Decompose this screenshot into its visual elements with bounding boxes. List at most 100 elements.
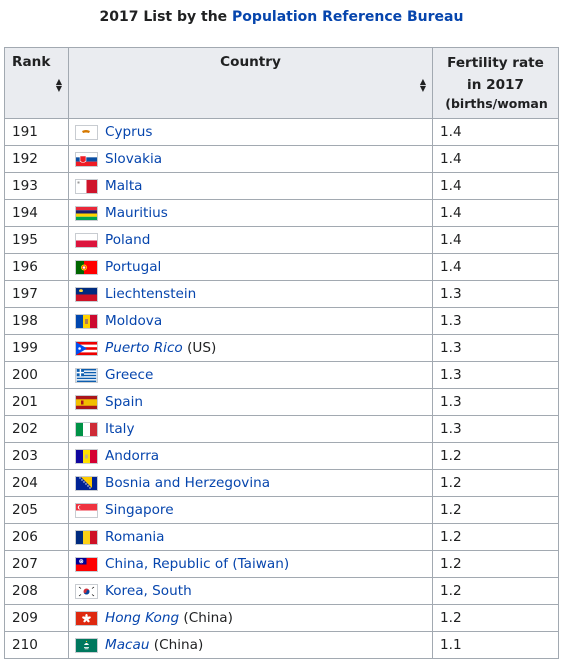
country-link[interactable]: Italy	[105, 421, 135, 437]
country-link[interactable]: Portugal	[105, 259, 162, 275]
italy-flag-icon[interactable]	[75, 421, 98, 437]
fertility-header-line1: Fertility rate	[447, 55, 544, 71]
fertility-rate-cell: 1.2	[432, 550, 559, 578]
country-cell: Portugal	[68, 253, 433, 281]
rank-cell: 210	[4, 631, 69, 659]
country-cell: Spain	[68, 388, 433, 416]
sort-icon[interactable]: ▲ ▼	[419, 77, 426, 93]
country-link[interactable]: Singapore	[105, 502, 174, 518]
spain-flag-icon[interactable]	[75, 394, 98, 410]
country-column-header[interactable]: Country ▲ ▼	[68, 47, 433, 119]
country-link[interactable]: Cyprus	[105, 124, 153, 140]
table-row: 196 Portugal 1.4	[4, 253, 559, 281]
puerto-rico-flag-icon[interactable]	[75, 340, 98, 356]
taiwan-flag-icon[interactable]	[75, 556, 98, 572]
fertility-header-label: Fertility rate in 2017 (births/woman	[433, 48, 558, 112]
rank-cell: 195	[4, 226, 69, 254]
rank-cell: 191	[4, 118, 69, 146]
poland-flag-icon[interactable]	[75, 232, 98, 248]
country-link[interactable]: Hong Kong	[105, 610, 180, 626]
table-row: 200 Greece 1.3	[4, 361, 559, 389]
fertility-header-line2: in 2017	[467, 77, 524, 93]
country-link[interactable]: Andorra	[105, 448, 160, 464]
country-cell: Singapore	[68, 496, 433, 524]
fertility-rate-cell: 1.4	[432, 145, 559, 173]
portugal-flag-icon[interactable]	[75, 259, 98, 275]
rank-cell: 205	[4, 496, 69, 524]
rank-cell: 201	[4, 388, 69, 416]
moldova-flag-icon[interactable]	[75, 313, 98, 329]
rank-cell: 193	[4, 172, 69, 200]
rank-column-header[interactable]: Rank ▲ ▼	[4, 47, 69, 119]
country-cell: Romania	[68, 523, 433, 551]
rank-cell: 204	[4, 469, 69, 497]
fertility-rate-cell: 1.2	[432, 469, 559, 497]
fertility-rate-cell: 1.3	[432, 307, 559, 335]
singapore-flag-icon[interactable]	[75, 502, 98, 518]
fertility-rate-cell: 1.4	[432, 199, 559, 227]
andorra-flag-icon[interactable]	[75, 448, 98, 464]
fertility-table: Rank ▲ ▼ Country ▲ ▼ Fertility rate in 201…	[4, 47, 559, 659]
macau-flag-icon[interactable]	[75, 637, 98, 653]
fertility-header-line3: (births/woman	[445, 96, 548, 111]
country-link[interactable]: Puerto Rico	[105, 340, 183, 356]
header-row: Rank ▲ ▼ Country ▲ ▼ Fertility rate in 201…	[4, 47, 559, 119]
country-cell: Korea, South	[68, 577, 433, 605]
country-link[interactable]: Moldova	[105, 313, 163, 329]
rank-cell: 207	[4, 550, 69, 578]
rank-cell: 199	[4, 334, 69, 362]
country-link[interactable]: China, Republic of (Taiwan)	[105, 556, 290, 572]
table-row: 194 Mauritius 1.4	[4, 199, 559, 227]
fertility-rate-cell: 1.4	[432, 118, 559, 146]
table-row: 191 Cyprus 1.4	[4, 118, 559, 146]
cyprus-flag-icon[interactable]	[75, 124, 98, 140]
country-link[interactable]: Bosnia and Herzegovina	[105, 475, 271, 491]
malta-flag-icon[interactable]	[75, 178, 98, 194]
country-link[interactable]: Malta	[105, 178, 143, 194]
sort-icon[interactable]: ▲ ▼	[55, 77, 62, 93]
fertility-rate-cell: 1.2	[432, 604, 559, 632]
fertility-column-header[interactable]: Fertility rate in 2017 (births/woman	[432, 47, 559, 119]
south-korea-flag-icon[interactable]	[75, 583, 98, 599]
fertility-rate-cell: 1.2	[432, 577, 559, 605]
mauritius-flag-icon[interactable]	[75, 205, 98, 221]
hong-kong-flag-icon[interactable]	[75, 610, 98, 626]
country-link[interactable]: Spain	[105, 394, 143, 410]
fertility-rate-cell: 1.4	[432, 226, 559, 254]
bosnia-flag-icon[interactable]	[75, 475, 98, 491]
country-link[interactable]: Macau	[105, 637, 150, 653]
table-row: 204 Bosnia and Herzegovina 1.2	[4, 469, 559, 497]
country-cell: Malta	[68, 172, 433, 200]
country-cell: Moldova	[68, 307, 433, 335]
country-link[interactable]: Slovakia	[105, 151, 163, 167]
fertility-rate-cell: 1.2	[432, 442, 559, 470]
country-link[interactable]: Poland	[105, 232, 151, 248]
greece-flag-icon[interactable]	[75, 367, 98, 383]
country-link[interactable]: Romania	[105, 529, 165, 545]
table-row: 206 Romania 1.2	[4, 523, 559, 551]
liechtenstein-flag-icon[interactable]	[75, 286, 98, 302]
rank-cell: 200	[4, 361, 69, 389]
country-link[interactable]: Greece	[105, 367, 154, 383]
fertility-rate-cell: 1.3	[432, 388, 559, 416]
slovakia-flag-icon[interactable]	[75, 151, 98, 167]
caption-link[interactable]: Population Reference Bureau	[232, 9, 464, 25]
table-row: 207 China, Republic of (Taiwan) 1.2	[4, 550, 559, 578]
sovereignty-note: (US)	[182, 340, 217, 356]
country-cell: Slovakia	[68, 145, 433, 173]
country-link[interactable]: Liechtenstein	[105, 286, 197, 302]
country-cell: Mauritius	[68, 199, 433, 227]
rank-cell: 197	[4, 280, 69, 308]
rank-cell: 206	[4, 523, 69, 551]
fertility-rate-cell: 1.3	[432, 334, 559, 362]
rank-cell: 202	[4, 415, 69, 443]
table-row: 205 Singapore 1.2	[4, 496, 559, 524]
table-row: 203 Andorra 1.2	[4, 442, 559, 470]
romania-flag-icon[interactable]	[75, 529, 98, 545]
country-link[interactable]: Korea, South	[105, 583, 192, 599]
fertility-rate-cell: 1.3	[432, 415, 559, 443]
fertility-rate-cell: 1.3	[432, 361, 559, 389]
country-cell: Bosnia and Herzegovina	[68, 469, 433, 497]
country-link[interactable]: Mauritius	[105, 205, 168, 221]
table-row: 201 Spain 1.3	[4, 388, 559, 416]
